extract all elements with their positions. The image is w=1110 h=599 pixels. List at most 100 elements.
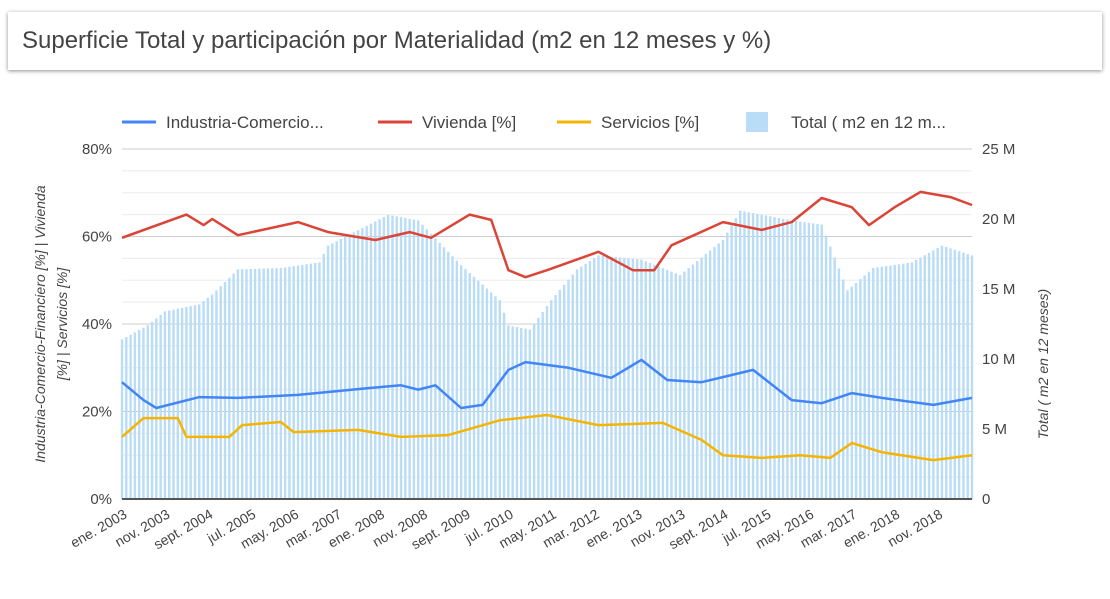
total-bar: [644, 261, 647, 499]
total-bar: [532, 323, 536, 499]
total-bar: [678, 275, 682, 499]
total-bar: [344, 236, 347, 500]
total-bar: [790, 220, 793, 499]
total-bar: [760, 214, 763, 499]
total-bar: [640, 259, 643, 499]
total-bar: [369, 223, 373, 499]
total-bar: [253, 268, 257, 499]
total-bar: [485, 288, 489, 499]
total-bar: [262, 268, 265, 499]
total-bar: [438, 242, 441, 500]
total-bar: [541, 311, 544, 499]
y-right-title: Total ( m2 en 12 meses): [1035, 289, 1051, 439]
legend-label: Vivienda [%]: [422, 113, 516, 132]
total-bar: [193, 305, 197, 499]
total-bar: [932, 250, 935, 499]
total-bar: [738, 210, 742, 499]
total-bar: [970, 255, 974, 499]
total-bar: [404, 218, 407, 499]
total-bar: [666, 269, 669, 499]
total-bar: [417, 220, 420, 499]
total-bar: [803, 222, 806, 499]
y-left-tick: 20%: [82, 404, 112, 421]
legend-swatch: [746, 112, 768, 132]
total-bar: [580, 266, 583, 499]
total-bar: [511, 326, 514, 499]
total-bar: [348, 234, 351, 499]
total-bar: [962, 252, 965, 499]
total-bar: [515, 327, 519, 499]
total-bar: [820, 224, 823, 499]
total-bar: [296, 265, 300, 499]
total-bar: [180, 307, 184, 499]
total-bar: [365, 225, 368, 500]
total-bar: [301, 264, 304, 499]
total-bar: [146, 325, 149, 499]
legend-label: Total ( m2 en 12 m...: [791, 113, 946, 132]
total-bar: [429, 233, 433, 499]
total-bar: [726, 232, 729, 499]
total-bar: [876, 267, 879, 499]
total-bar: [833, 257, 836, 499]
total-bar: [842, 279, 845, 499]
y-left-title-line1: Industria-Comercio-Financiero [%] | Vivi…: [32, 185, 48, 462]
total-bar: [322, 254, 325, 499]
total-bar: [635, 259, 639, 499]
chart-title: Superficie Total y participación por Mat…: [22, 27, 772, 54]
total-bar: [464, 269, 467, 499]
total-bar: [919, 257, 922, 499]
total-bar: [811, 223, 815, 499]
total-bar: [412, 219, 416, 499]
total-bar: [520, 327, 523, 499]
total-bar: [902, 263, 905, 499]
y-left-tick: 0%: [90, 491, 112, 508]
total-bar: [215, 290, 218, 499]
total-bar: [554, 295, 557, 499]
total-bar: [288, 266, 291, 499]
y-right-tick: 25 M: [982, 141, 1015, 158]
total-bar: [133, 332, 137, 499]
total-bar: [241, 269, 244, 499]
total-bar: [545, 306, 549, 499]
total-bar: [395, 216, 398, 499]
total-bar: [451, 256, 454, 499]
total-bar: [751, 213, 755, 500]
total-bar: [910, 262, 914, 499]
total-bar: [339, 239, 343, 499]
total-bar: [425, 229, 428, 500]
total-bar: [575, 269, 579, 499]
total-bar: [455, 260, 459, 499]
total-bar: [872, 268, 875, 499]
total-bar: [502, 312, 506, 499]
total-bar: [326, 245, 330, 499]
total-bar: [120, 339, 124, 499]
total-bar: [198, 304, 201, 499]
total-bar: [356, 230, 360, 499]
y-right-tick: 15 M: [982, 281, 1015, 298]
total-bar: [627, 258, 630, 499]
total-bar: [236, 269, 240, 499]
total-bar: [550, 300, 553, 499]
y-left-tick: 80%: [82, 141, 112, 158]
total-bar: [232, 273, 235, 499]
total-bar: [318, 262, 321, 499]
total-bar: [807, 222, 811, 500]
total-bar: [468, 272, 471, 499]
total-bar: [653, 264, 656, 499]
y-left-tick: 40%: [82, 316, 112, 333]
total-bar: [893, 264, 896, 499]
total-bar: [391, 215, 394, 499]
total-bar: [824, 235, 828, 500]
total-bar: [867, 271, 871, 499]
total-bar: [674, 273, 677, 499]
total-bar: [442, 247, 446, 499]
total-bar: [730, 225, 733, 500]
total-bar: [382, 217, 386, 499]
total-bar: [777, 217, 781, 499]
y-left-title: Industria-Comercio-Financiero [%] | Vivi…: [32, 185, 70, 462]
total-bar: [593, 258, 596, 499]
total-bar: [335, 241, 338, 499]
total-bar: [687, 268, 690, 499]
y-right-tick: 20 M: [982, 211, 1015, 228]
total-bar: [331, 243, 334, 499]
